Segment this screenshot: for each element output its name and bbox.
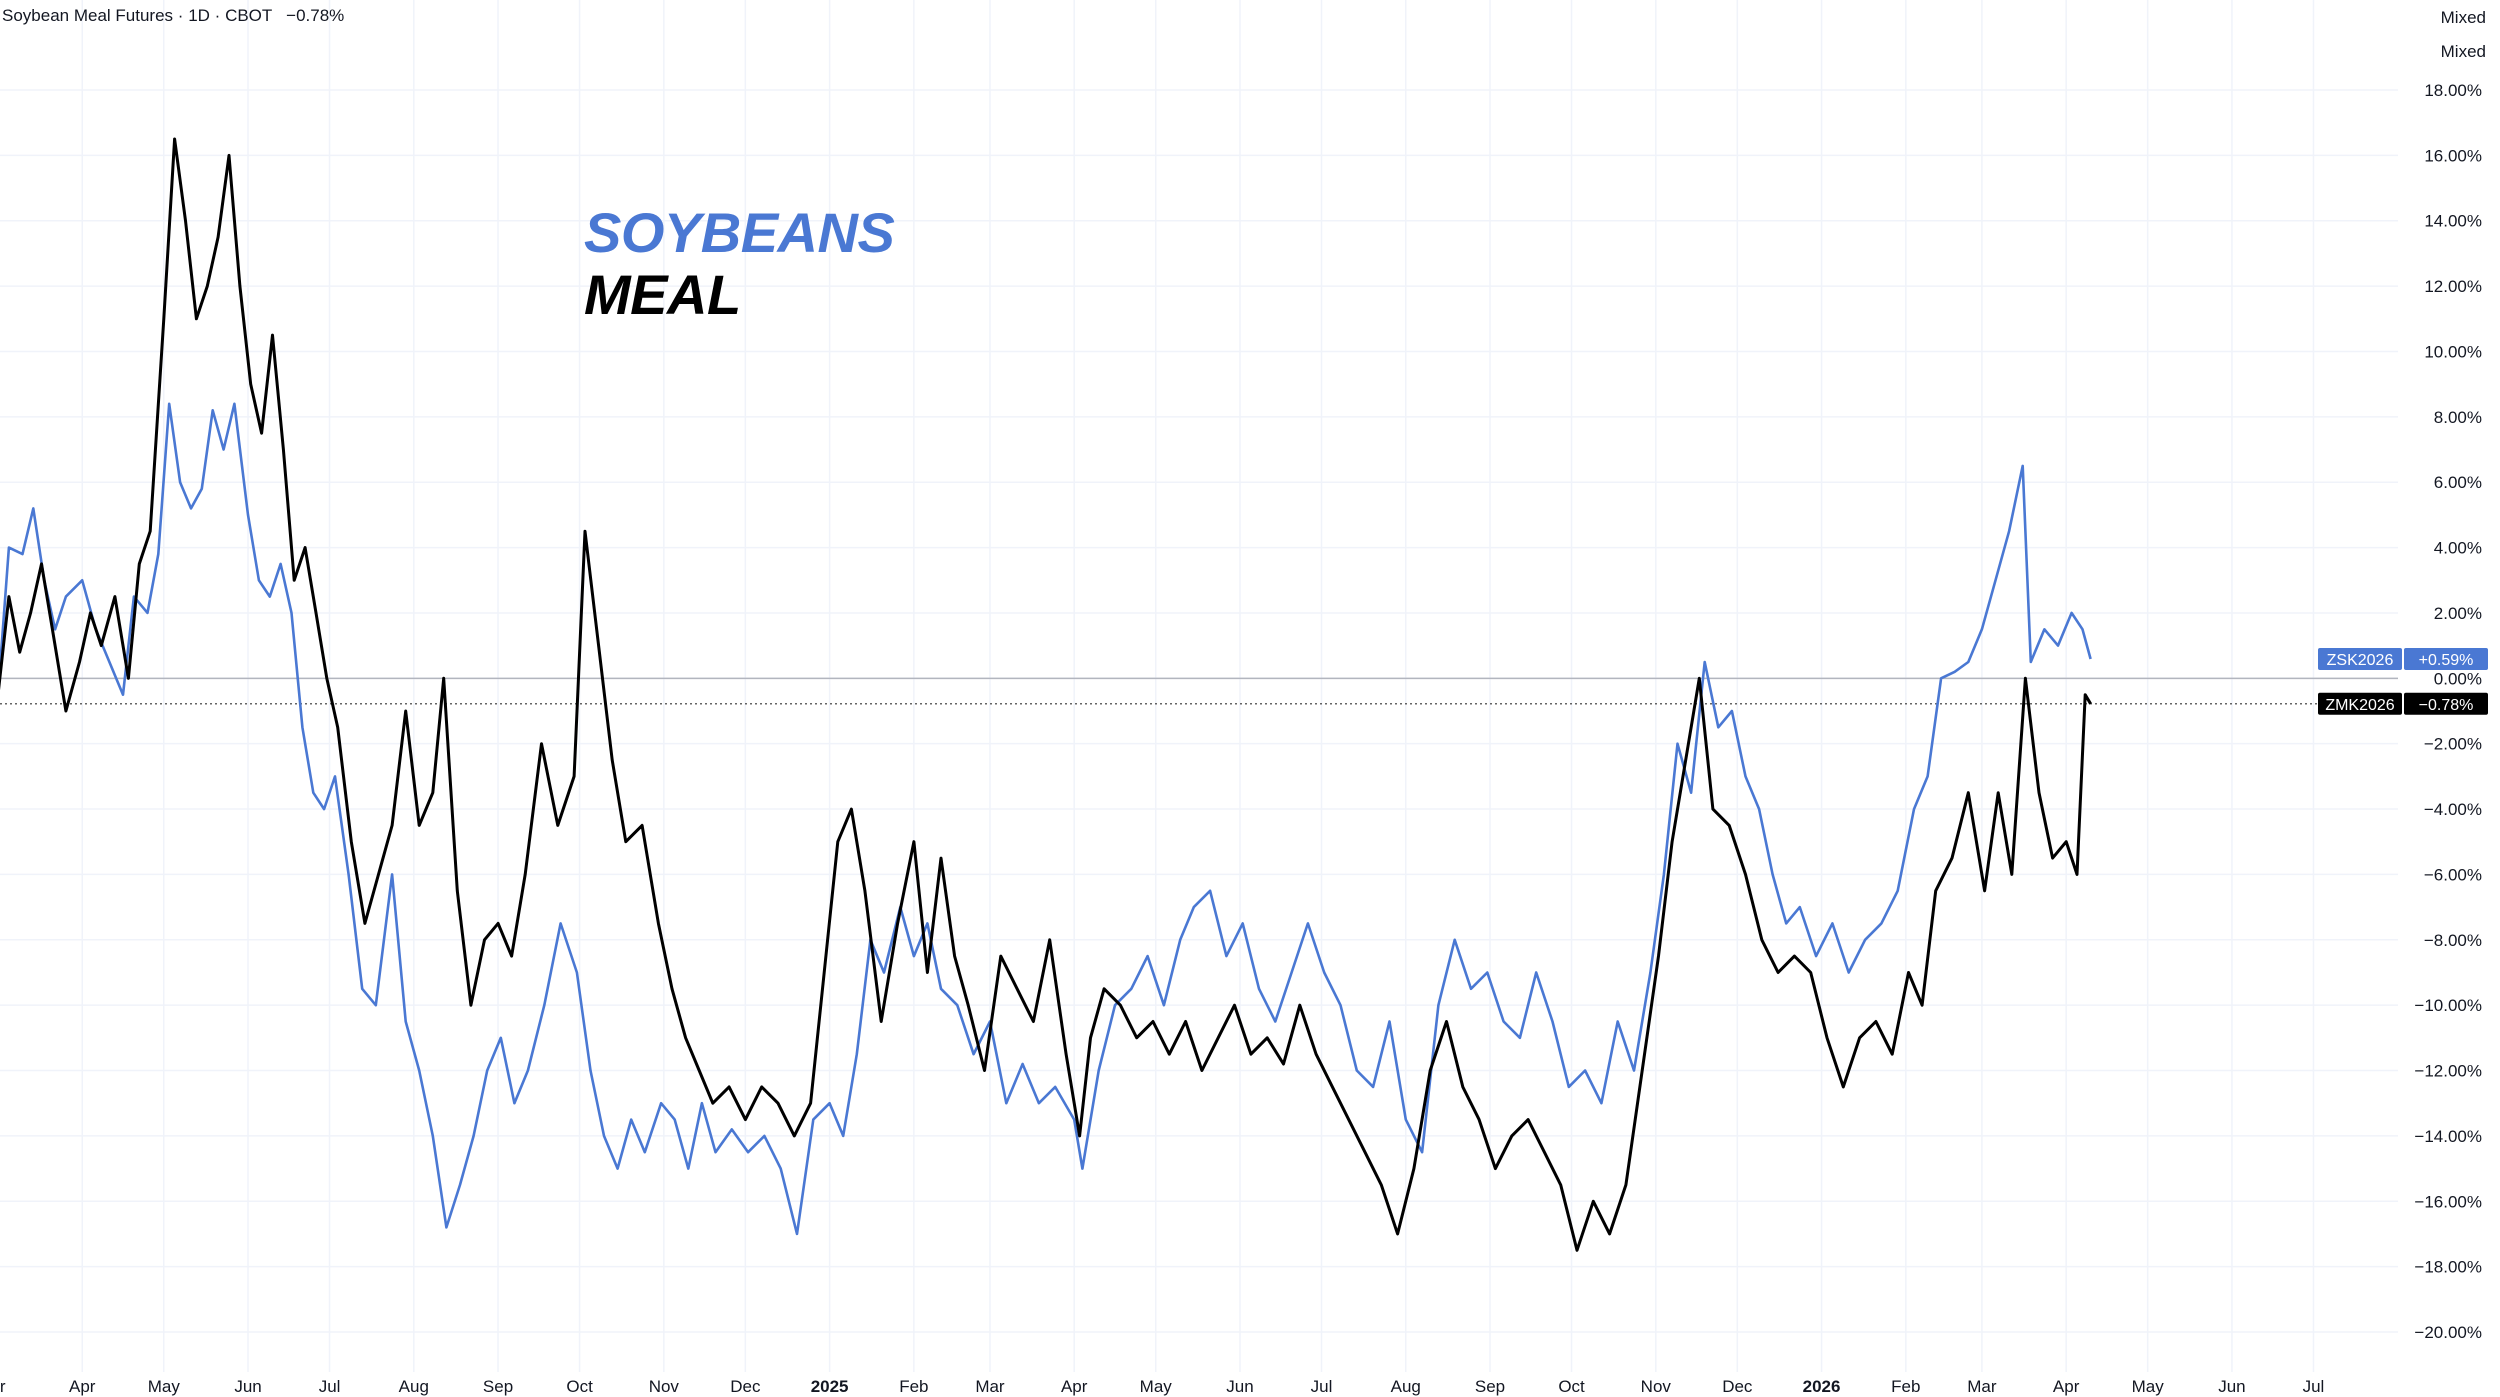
- y-tick-label: 14.00%: [2424, 212, 2482, 231]
- x-tick-label: Apr: [69, 1377, 96, 1396]
- y-tick-label: 0.00%: [2434, 669, 2482, 688]
- header-separator: ·: [177, 6, 184, 25]
- x-tick-label: Jul: [1311, 1377, 1333, 1396]
- x-tick-label: 2026: [1803, 1377, 1841, 1396]
- x-tick-label: Aug: [399, 1377, 429, 1396]
- time-axis[interactable]: ar Apr May Jun Jul Aug Sep Oct Nov Dec 2025 Feb Mar A…: [0, 1377, 2324, 1396]
- x-tick-label: May: [2132, 1377, 2165, 1396]
- header-separator: ·: [214, 6, 221, 25]
- chart-header[interactable]: Soybean Meal Futures · 1D · CBOT −0.78%: [2, 6, 344, 26]
- y-tick-label: −14.00%: [2414, 1127, 2482, 1146]
- y-tick-label: 18.00%: [2424, 81, 2482, 100]
- x-tick-label: Jul: [2303, 1377, 2325, 1396]
- x-tick-label: Feb: [1891, 1377, 1920, 1396]
- ticker-symbol: ZSK2026: [2327, 652, 2394, 669]
- ticker-symbol: ZMK2026: [2325, 697, 2394, 714]
- ticker-value: +0.59%: [2419, 652, 2474, 669]
- y-tick-label: 8.00%: [2434, 408, 2482, 427]
- x-tick-label: Sep: [483, 1377, 513, 1396]
- zero-line-layer: [0, 677, 2398, 705]
- x-tick-label: Jun: [234, 1377, 261, 1396]
- y-tick-label: −2.00%: [2424, 735, 2482, 754]
- change-label: −0.78%: [286, 6, 345, 25]
- x-tick-label: Dec: [730, 1377, 761, 1396]
- y-tick-label: −6.00%: [2424, 865, 2482, 884]
- x-tick-label: Apr: [1061, 1377, 1088, 1396]
- y-tick-label: −18.00%: [2414, 1258, 2482, 1277]
- chart-grid: [0, 0, 2398, 1372]
- series-layer: [0, 137, 2092, 1252]
- scale-mode-toggle[interactable]: Mixed: [2440, 42, 2486, 61]
- x-tick-label: May: [148, 1377, 181, 1396]
- x-tick-label: Oct: [1558, 1377, 1585, 1396]
- ticker-badge-zmk2026: ZMK2026 −0.78%: [2318, 692, 2488, 715]
- ticker-badge-zsk2026: ZSK2026 +0.59%: [2318, 648, 2488, 671]
- x-tick-label: Feb: [899, 1377, 928, 1396]
- x-tick-label: Mar: [975, 1377, 1005, 1396]
- x-tick-label: Apr: [2053, 1377, 2080, 1396]
- x-tick-label: Sep: [1475, 1377, 1505, 1396]
- meal-series-line: [0, 137, 2092, 1252]
- y-tick-label: −4.00%: [2424, 800, 2482, 819]
- soybeans-series-line: [0, 402, 2092, 1236]
- exchange-label: CBOT: [225, 6, 272, 25]
- scale-mode-toggle[interactable]: Mixed: [2440, 8, 2486, 27]
- ticker-value: −0.78%: [2419, 697, 2474, 714]
- y-tick-label: −20.00%: [2414, 1323, 2482, 1342]
- meal-overlay-label: MEAL: [584, 263, 741, 326]
- x-tick-label: Jul: [319, 1377, 341, 1396]
- x-tick-label: Oct: [566, 1377, 593, 1396]
- x-tick-label: Jun: [1226, 1377, 1253, 1396]
- x-tick-label: Dec: [1722, 1377, 1753, 1396]
- y-tick-label: 4.00%: [2434, 539, 2482, 558]
- y-tick-label: 12.00%: [2424, 277, 2482, 296]
- y-tick-label: −10.00%: [2414, 996, 2482, 1015]
- x-tick-label: Nov: [1641, 1377, 1672, 1396]
- y-tick-label: −16.00%: [2414, 1192, 2482, 1211]
- y-tick-label: 2.00%: [2434, 604, 2482, 623]
- y-tick-label: 16.00%: [2424, 146, 2482, 165]
- y-tick-label: 6.00%: [2434, 473, 2482, 492]
- symbol-title: Soybean Meal Futures: [2, 6, 174, 25]
- ticker-symbol-box: [2318, 692, 2402, 715]
- x-tick-label: 2025: [811, 1377, 849, 1396]
- x-tick-label: Nov: [649, 1377, 680, 1396]
- y-tick-label: −8.00%: [2424, 931, 2482, 950]
- x-tick-label: Aug: [1391, 1377, 1421, 1396]
- x-tick-label: ar: [0, 1377, 6, 1396]
- y-tick-label: 10.00%: [2424, 342, 2482, 361]
- price-axis[interactable]: 18.00% 16.00% 14.00% 12.00% 10.00% 8.00% 6.00%…: [2414, 81, 2482, 1342]
- ticker-labels: ZSK2026 +0.59% ZMK2026 −0.78%: [2318, 648, 2488, 715]
- x-tick-label: Jun: [2218, 1377, 2245, 1396]
- x-tick-label: Mar: [1967, 1377, 1997, 1396]
- ticker-value-box: [2404, 648, 2488, 671]
- soybeans-overlay-label: SOYBEANS: [584, 201, 895, 264]
- ticker-symbol-box: [2318, 648, 2402, 671]
- x-tick-label: May: [1140, 1377, 1173, 1396]
- y-tick-label: −12.00%: [2414, 1062, 2482, 1081]
- interval-label: 1D: [188, 6, 210, 25]
- ticker-value-box: [2404, 692, 2488, 715]
